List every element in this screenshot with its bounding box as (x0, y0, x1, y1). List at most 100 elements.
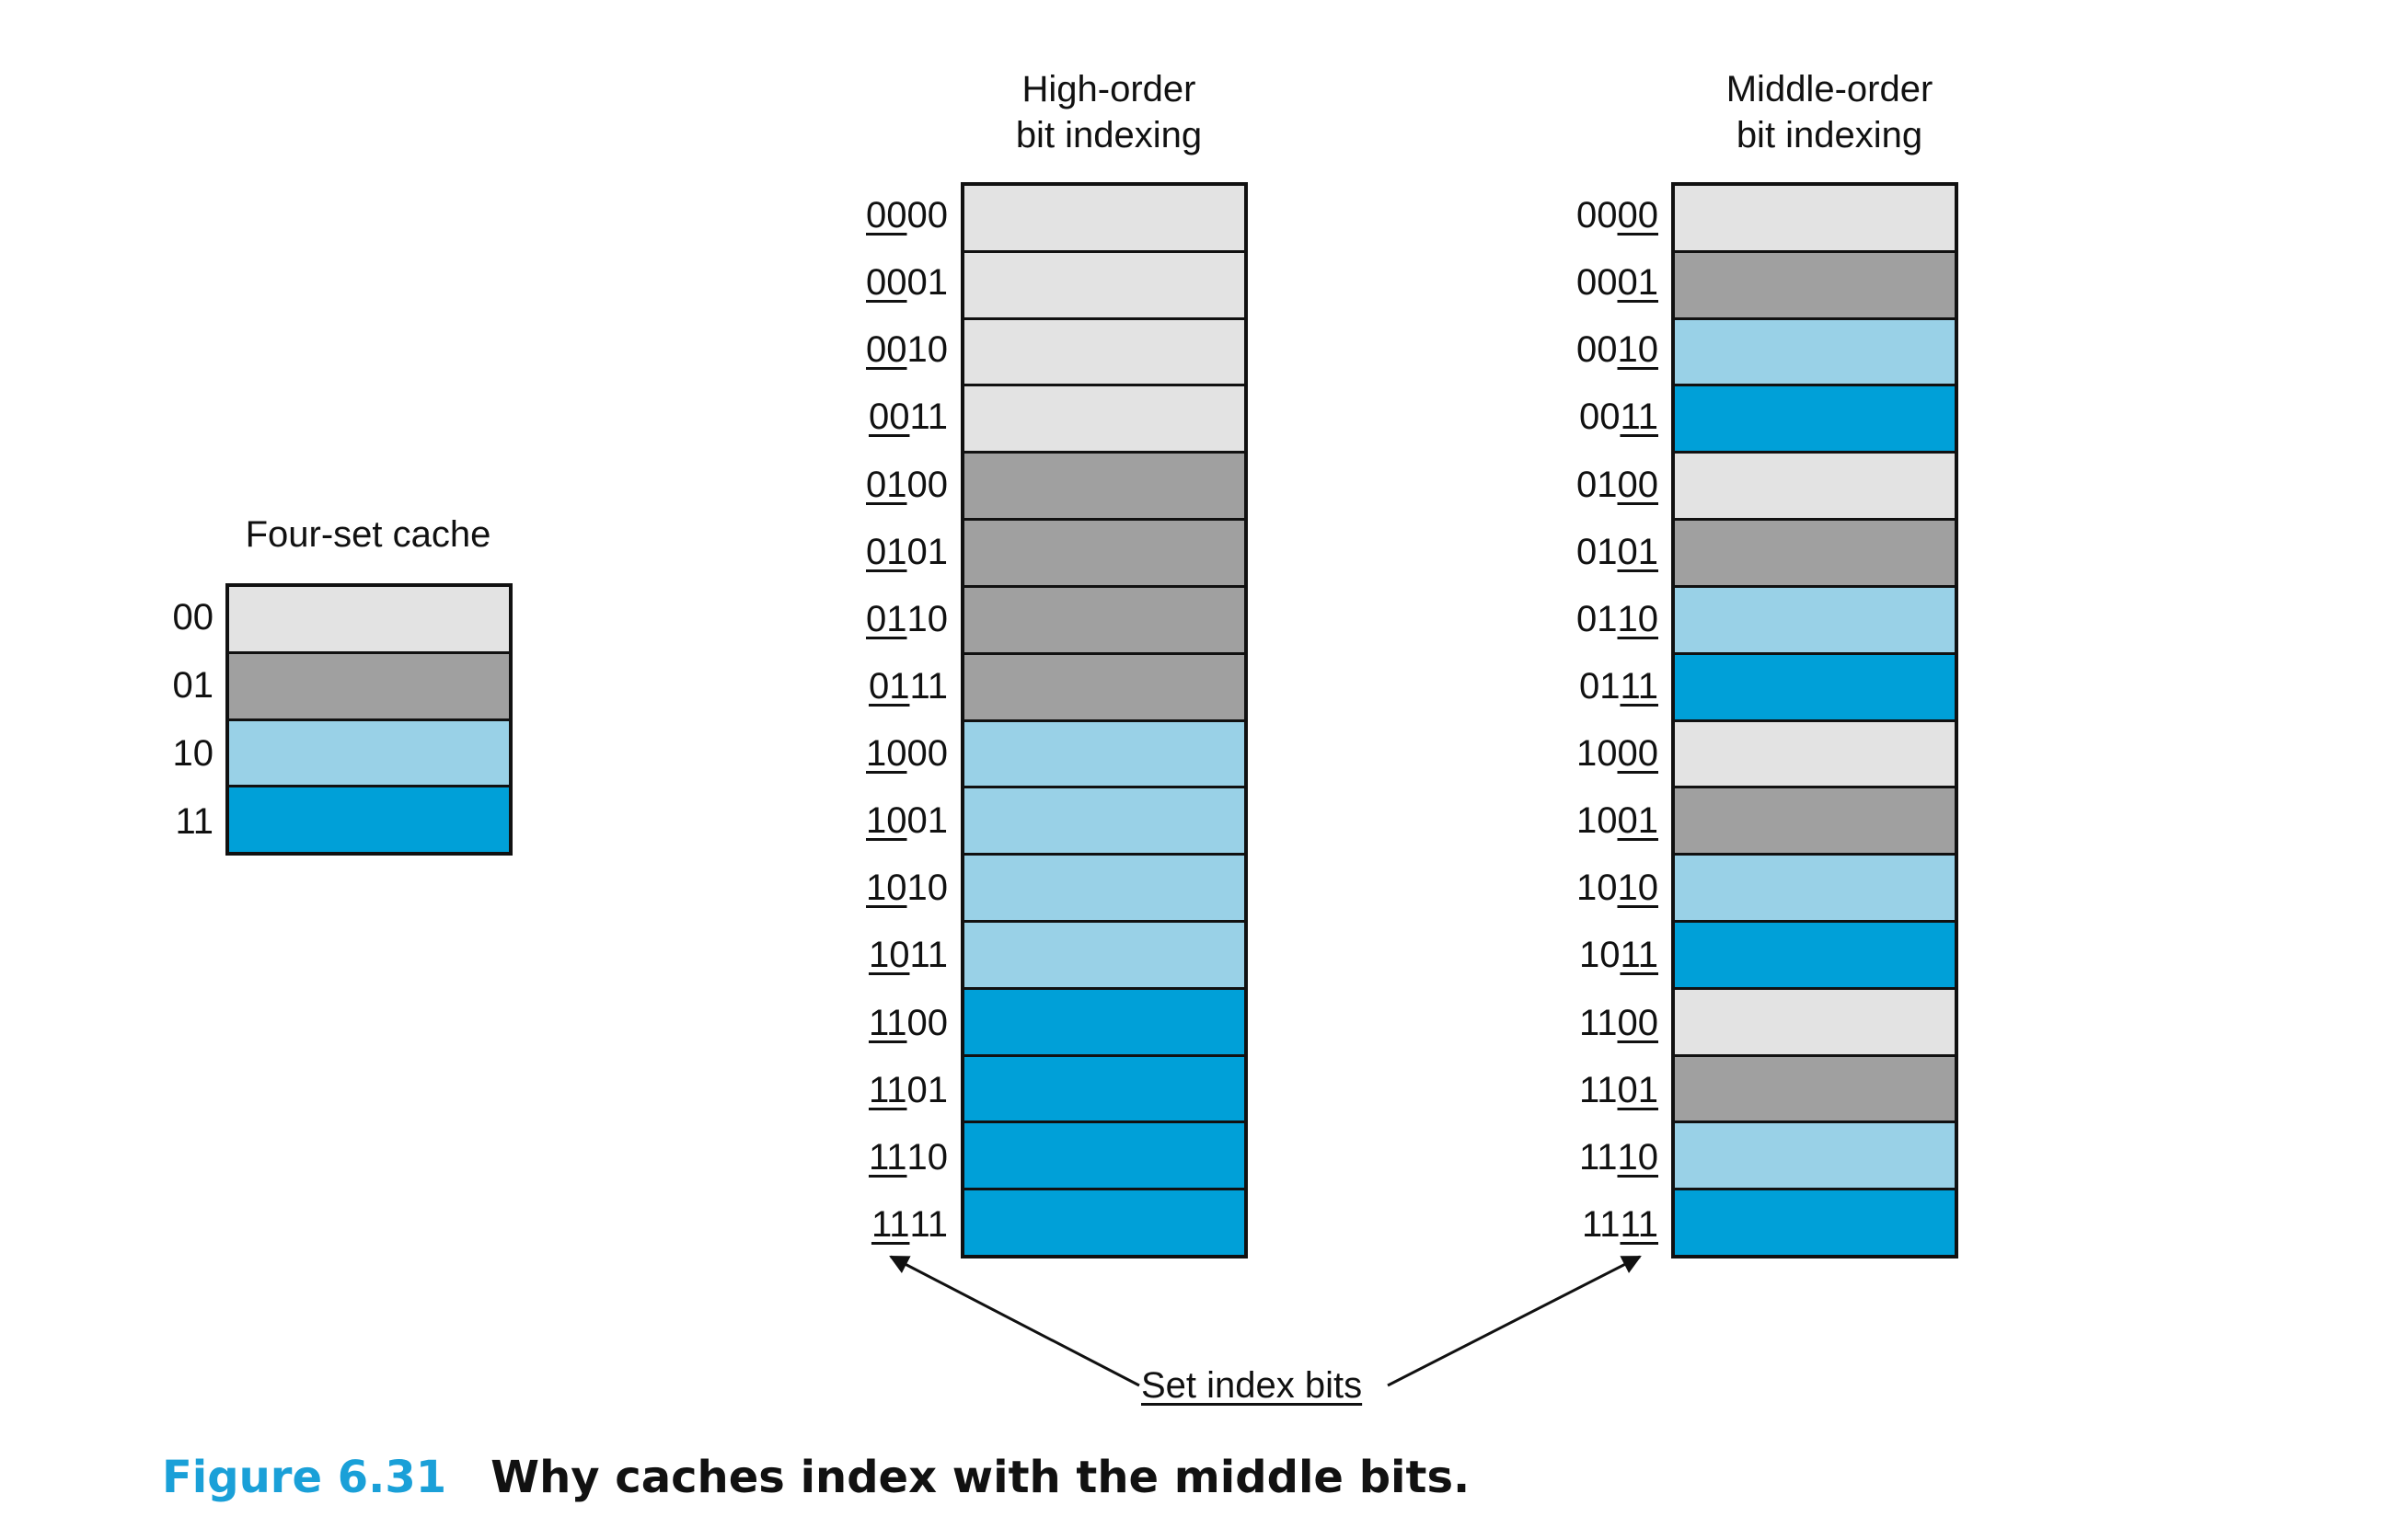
address-block-cell (1675, 451, 1955, 519)
address-label: 00 11 (1539, 384, 1658, 451)
other-bits: 01 (1576, 464, 1618, 505)
address-label: 00 10 (828, 316, 948, 384)
other-bits: 00 (1576, 195, 1618, 236)
middle-order-title: Middle-order bit indexing (1725, 69, 1933, 155)
address-label: 01 01 (828, 519, 948, 586)
address-label: 11 10 (1539, 1124, 1658, 1191)
address-label: 10 01 (1539, 787, 1658, 855)
address-block-cell (1675, 249, 1955, 317)
other-bits: 00 (1576, 329, 1618, 371)
other-bits: 11 (1578, 1002, 1618, 1043)
set-index-bits: 01 (1617, 262, 1659, 304)
set-index-bits: 01 (866, 598, 907, 639)
set-index-bits: 10 (1617, 868, 1659, 909)
cache-set-cell (229, 718, 509, 786)
other-bits: 10 (906, 1136, 949, 1178)
set-index-bits: 01 (868, 665, 910, 707)
address-label: 01 11 (1539, 653, 1658, 720)
set-index-bits: 11 (871, 1203, 910, 1245)
set-index-bits: 10 (1617, 329, 1659, 371)
address-label: 11 10 (828, 1124, 948, 1191)
set-index-bits: 11 (1620, 396, 1658, 438)
address-block-cell (964, 186, 1244, 250)
other-bits: 11 (909, 1203, 948, 1245)
address-block-cell (1675, 853, 1955, 920)
set-index-bits: 10 (866, 868, 907, 909)
address-block-cell (964, 1121, 1244, 1189)
address-block-cell (964, 786, 1244, 854)
set-label: 00 (172, 596, 214, 638)
address-block-cell (964, 919, 1244, 987)
address-label: 10 11 (1539, 922, 1658, 989)
address-block-cell (964, 384, 1244, 452)
address-label: 01 01 (1539, 519, 1658, 586)
address-block-cell (1675, 1188, 1955, 1255)
other-bits: 01 (1578, 665, 1621, 707)
other-bits: 11 (909, 665, 948, 707)
address-label: 01 10 (1539, 586, 1658, 653)
set-label: 11 (175, 800, 213, 842)
set-index-bits: 00 (866, 262, 907, 304)
four-set-cache-grid (225, 583, 513, 856)
address-block-cell (1675, 786, 1955, 854)
address-block-cell (964, 1053, 1244, 1121)
address-label: 01 00 (828, 452, 948, 519)
address-label: 00 11 (828, 384, 948, 451)
middle-order-grid (1671, 182, 1958, 1258)
address-label: 11 11 (1539, 1191, 1658, 1258)
address-block-cell (1675, 584, 1955, 652)
set-index-bits: 00 (868, 396, 910, 438)
address-block-cell (964, 986, 1244, 1054)
other-bits: 11 (909, 935, 948, 976)
address-label: 11 01 (828, 1057, 948, 1124)
cache-set-cell (229, 587, 509, 651)
high-order-title: High-order bit indexing (1015, 69, 1203, 155)
cache-set-cell (229, 785, 509, 852)
set-label: 01 (172, 664, 214, 706)
set-index-bits: 10 (866, 800, 907, 842)
address-block-cell (964, 451, 1244, 519)
other-bits: 11 (1578, 1069, 1618, 1110)
other-bits: 10 (906, 868, 949, 909)
address-label: 10 10 (1539, 855, 1658, 922)
set-index-bits: 01 (1617, 800, 1659, 842)
address-block-cell (1675, 986, 1955, 1054)
set-index-bits: 10 (1617, 598, 1659, 639)
four-set-cache-labels: 00 01 10 11 (129, 583, 214, 856)
address-label: 11 00 (1539, 990, 1658, 1057)
address-label: 10 10 (828, 855, 948, 922)
figure-caption: Figure 6.31 Why caches index with the mid… (162, 1452, 1470, 1503)
other-bits: 10 (906, 598, 949, 639)
set-index-bits: 01 (866, 531, 907, 572)
middle-order-address-labels: 00 00 00 01 00 10 00 11 01 00 01 01 01 10 01 11 10 00 10 01… (1539, 182, 1658, 1258)
address-label: 00 10 (1539, 316, 1658, 384)
other-bits: 10 (906, 329, 949, 371)
address-block-cell (964, 518, 1244, 585)
set-index-bits: 10 (866, 733, 907, 775)
set-index-bits: 10 (868, 935, 910, 976)
set-index-bits: 11 (1620, 935, 1658, 976)
set-index-bits: 00 (1617, 195, 1659, 236)
address-block-cell (1675, 919, 1955, 987)
four-set-cache-title: Four-set cache (245, 514, 491, 555)
other-bits: 11 (1578, 1136, 1618, 1178)
set-index-bits: 11 (1620, 1203, 1658, 1245)
high-order-address-labels: 00 00 00 01 00 10 00 11 01 00 01 01 01 10 01 11 10 00 10 01… (828, 182, 948, 1258)
arrow-to-high-order-bits (889, 1255, 1140, 1387)
address-label: 01 00 (1539, 452, 1658, 519)
other-bits: 00 (906, 464, 949, 505)
address-block-cell (1675, 384, 1955, 452)
address-block-cell (964, 316, 1244, 385)
other-bits: 01 (1576, 598, 1618, 639)
arrow-to-middle-order-bits (1387, 1255, 1642, 1387)
address-block-cell (1675, 316, 1955, 385)
address-label: 11 01 (1539, 1057, 1658, 1124)
cache-set-cell (229, 650, 509, 718)
set-label: 10 (172, 732, 214, 774)
address-block-cell (964, 718, 1244, 787)
set-index-bits: 01 (866, 464, 907, 505)
address-label: 00 00 (828, 182, 948, 249)
address-label: 10 00 (828, 720, 948, 787)
address-block-cell (964, 249, 1244, 317)
caption-text: Why caches index with the middle bits. (490, 1452, 1471, 1503)
